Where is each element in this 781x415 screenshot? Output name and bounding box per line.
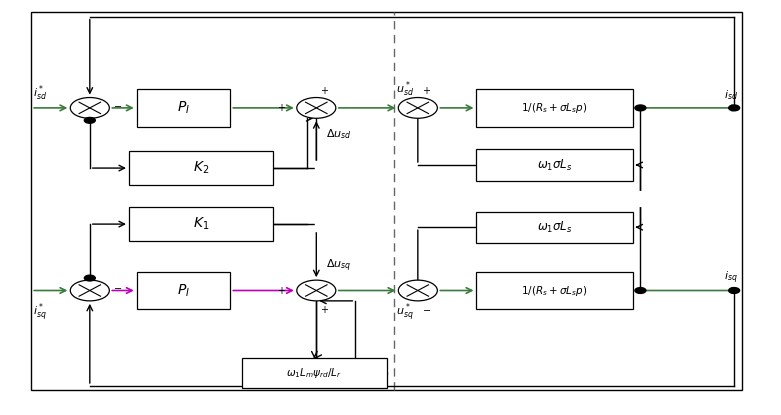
- Bar: [137, 89, 230, 127]
- Text: $-$: $-$: [113, 100, 123, 110]
- Bar: [242, 358, 387, 388]
- Text: $-$: $-$: [113, 282, 123, 292]
- Text: $1/(R_s+\sigma L_s p)$: $1/(R_s+\sigma L_s p)$: [522, 283, 587, 298]
- Text: $K_2$: $K_2$: [193, 160, 209, 176]
- Text: $\omega_1\sigma L_s$: $\omega_1\sigma L_s$: [537, 157, 572, 173]
- Text: $+$: $+$: [277, 103, 287, 113]
- Circle shape: [70, 98, 109, 118]
- Circle shape: [729, 105, 740, 111]
- Text: $u_{sd}^*$: $u_{sd}^*$: [396, 79, 414, 99]
- Text: $P_I$: $P_I$: [177, 282, 190, 299]
- Circle shape: [297, 280, 336, 301]
- Text: $+$: $+$: [320, 85, 330, 96]
- Text: $1/(R_s+\sigma L_s p)$: $1/(R_s+\sigma L_s p)$: [522, 101, 587, 115]
- Circle shape: [729, 288, 740, 293]
- Bar: [137, 272, 230, 309]
- Circle shape: [84, 117, 95, 123]
- Circle shape: [635, 105, 646, 111]
- Text: $+$: $+$: [320, 304, 330, 315]
- Text: $i_{sq}$: $i_{sq}$: [724, 270, 738, 286]
- Bar: [476, 272, 633, 309]
- Bar: [129, 151, 273, 185]
- Circle shape: [398, 98, 437, 118]
- Bar: [476, 149, 633, 181]
- Text: $i_{sd}^*$: $i_{sd}^*$: [33, 83, 47, 103]
- Text: $\omega_1\sigma L_s$: $\omega_1\sigma L_s$: [537, 220, 572, 235]
- Text: $K_1$: $K_1$: [193, 216, 209, 232]
- Text: $-$: $-$: [422, 304, 431, 314]
- Text: $i_{sd}$: $i_{sd}$: [724, 88, 738, 103]
- Bar: [476, 212, 633, 243]
- Text: $\Delta u_{sq}$: $\Delta u_{sq}$: [326, 257, 351, 274]
- Bar: [129, 208, 273, 241]
- Text: $\Delta u_{sd}$: $\Delta u_{sd}$: [326, 127, 351, 141]
- Text: $u_{sq}^*$: $u_{sq}^*$: [396, 302, 414, 325]
- Circle shape: [84, 275, 95, 281]
- Circle shape: [398, 280, 437, 301]
- Circle shape: [635, 288, 646, 293]
- Text: $\omega_1 L_m\psi_{rd}/L_r$: $\omega_1 L_m\psi_{rd}/L_r$: [287, 366, 342, 380]
- Text: $P_I$: $P_I$: [177, 100, 190, 116]
- Text: $i_{sq}^*$: $i_{sq}^*$: [33, 302, 47, 325]
- Bar: [476, 89, 633, 127]
- Circle shape: [70, 280, 109, 301]
- Text: $+$: $+$: [422, 85, 431, 96]
- Text: $+$: $+$: [277, 285, 287, 296]
- Circle shape: [297, 98, 336, 118]
